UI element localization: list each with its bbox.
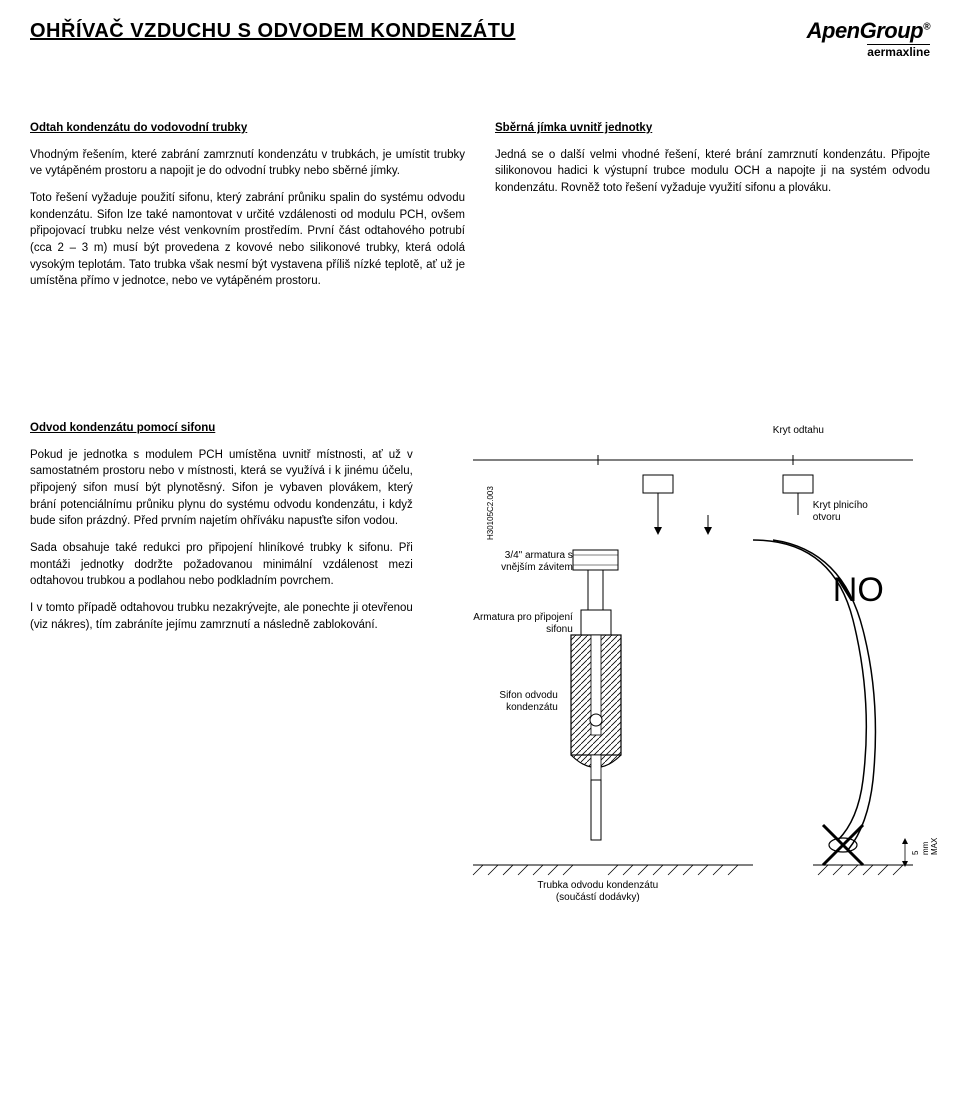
left-p2: Toto řešení vyžaduje použití sifonu, kte… bbox=[30, 190, 465, 290]
right-p1: Jedná se o další velmi vhodné řešení, kt… bbox=[495, 147, 930, 197]
brand-logo: ApenGroup® aermaxline bbox=[807, 20, 930, 60]
label-kryt-plniciho: Kryt plnicího otvoru bbox=[813, 500, 883, 524]
siphon-diagram: H30105C2.003 bbox=[443, 420, 943, 940]
lower-p3: I v tomto případě odtahovou trubku nezak… bbox=[30, 600, 413, 633]
logo-main-text: ApenGroup bbox=[807, 18, 924, 43]
right-heading: Sběrná jímka uvnitř jednotky bbox=[495, 120, 930, 137]
header-row: OHŘÍVAČ VZDUCHU S ODVODEM KONDENZÁTU Ape… bbox=[30, 20, 930, 60]
lower-heading: Odvod kondenzátu pomocí sifonu bbox=[30, 420, 413, 437]
registered-icon: ® bbox=[923, 22, 930, 33]
right-column: Sběrná jímka uvnitř jednotky Jedná se o … bbox=[495, 120, 930, 300]
label-armatura-34: 3/4" armatura s vnějším závitem bbox=[473, 550, 573, 574]
diagram-code-text: H30105C2.003 bbox=[486, 486, 495, 540]
lower-text-column: Odvod kondenzátu pomocí sifonu Pokud je … bbox=[30, 420, 413, 643]
diagram-area: H30105C2.003 Kryt odtahu Kryt plnicího o… bbox=[443, 420, 930, 940]
logo-sub: aermaxline bbox=[867, 44, 930, 58]
label-armatura-pripojeni: Armatura pro připojení sifonu bbox=[473, 612, 573, 636]
label-trubka: Trubka odvodu kondenzátu (součástí dodáv… bbox=[533, 880, 663, 904]
left-column: Odtah kondenzátu do vodovodní trubky Vho… bbox=[30, 120, 465, 300]
lower-p2: Sada obsahuje také redukci pro připojení… bbox=[30, 540, 413, 590]
left-heading: Odtah kondenzátu do vodovodní trubky bbox=[30, 120, 465, 137]
label-dim: 5 mm MAX bbox=[911, 836, 940, 855]
lower-section: Odvod kondenzátu pomocí sifonu Pokud je … bbox=[30, 420, 930, 940]
page-title: OHŘÍVAČ VZDUCHU S ODVODEM KONDENZÁTU bbox=[30, 20, 515, 43]
lower-p1: Pokud je jednotka s modulem PCH umístěna… bbox=[30, 447, 413, 530]
left-p1: Vhodným řešením, které zabrání zamrznutí… bbox=[30, 147, 465, 180]
logo-main: ApenGroup® bbox=[807, 20, 930, 42]
upper-columns: Odtah kondenzátu do vodovodní trubky Vho… bbox=[30, 120, 930, 300]
label-sifon: Sifon odvodu kondenzátu bbox=[458, 690, 558, 714]
label-kryt-odtahu: Kryt odtahu bbox=[773, 425, 824, 437]
label-no: NO bbox=[833, 570, 884, 611]
